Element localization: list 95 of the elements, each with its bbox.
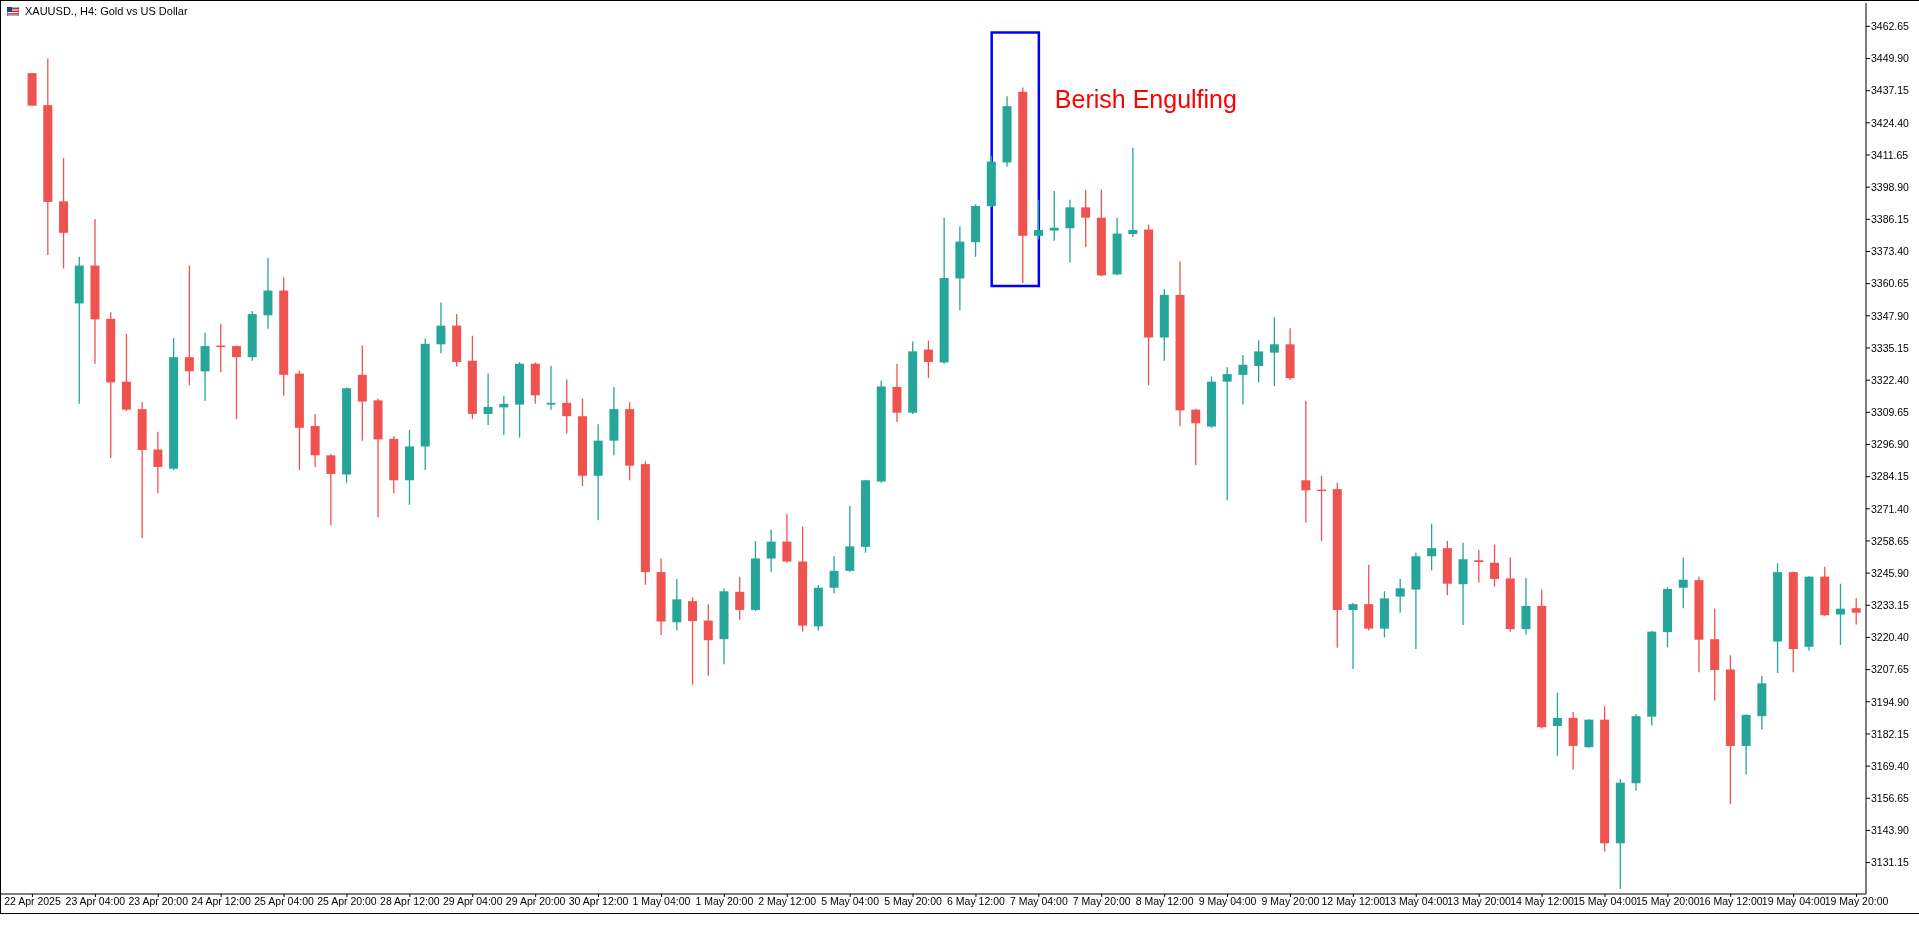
x-tick-label: 23 Apr 04:00 xyxy=(65,895,126,908)
candlestick xyxy=(829,555,839,595)
candlestick xyxy=(232,344,242,420)
y-tick-label: 3143.90 xyxy=(1871,824,1910,837)
x-tick-label: 7 May 04:00 xyxy=(1009,895,1068,908)
y-tick-label: 3437.15 xyxy=(1871,84,1910,97)
y-tick-label: 3347.90 xyxy=(1871,309,1910,322)
y-tick-label: 3335.15 xyxy=(1871,341,1910,354)
x-tick-label: 19 May 20:00 xyxy=(1824,895,1889,908)
candlestick xyxy=(672,578,682,632)
candlestick xyxy=(1552,692,1562,757)
x-tick-label: 25 Apr 04:00 xyxy=(254,895,314,908)
x-tick-label: 29 Apr 20:00 xyxy=(505,895,566,908)
y-tick-label: 3284.15 xyxy=(1871,470,1910,483)
x-tick-label: 9 May 04:00 xyxy=(1198,895,1257,908)
candlestick xyxy=(1490,543,1500,588)
y-tick-label: 3462.65 xyxy=(1871,20,1910,33)
y-tick-label: 3411.65 xyxy=(1871,148,1909,161)
x-tick-label: 30 Apr 12:00 xyxy=(568,895,629,908)
y-tick-label: 3271.40 xyxy=(1871,502,1910,515)
x-tick-label: 13 May 20:00 xyxy=(1447,895,1512,908)
y-tick-label: 3398.90 xyxy=(1871,180,1910,193)
candlestick xyxy=(1034,199,1043,241)
candlestick xyxy=(562,378,572,435)
candlestick xyxy=(703,603,713,677)
y-tick-label: 3245.90 xyxy=(1871,566,1910,579)
candlestick xyxy=(1238,354,1248,406)
x-tick-label: 23 Apr 20:00 xyxy=(128,895,189,908)
candlestick xyxy=(153,431,163,494)
x-tick-label: 13 May 04:00 xyxy=(1384,895,1449,908)
y-tick-label: 3386.15 xyxy=(1871,213,1910,226)
y-tick-label: 3233.15 xyxy=(1871,599,1910,612)
y-tick-label: 3360.65 xyxy=(1871,277,1910,290)
x-tick-label: 24 Apr 12:00 xyxy=(191,895,252,908)
candlestick xyxy=(1254,339,1264,384)
x-tick-label: 22 Apr 2025 xyxy=(4,895,61,908)
x-tick-label: 12 May 12:00 xyxy=(1321,895,1386,908)
candlestick xyxy=(766,528,776,573)
y-tick-label: 3296.90 xyxy=(1871,438,1910,451)
candlestick xyxy=(1348,602,1358,670)
x-tick-label: 1 May 20:00 xyxy=(695,895,754,908)
x-tick-label: 15 May 04:00 xyxy=(1573,895,1637,908)
x-tick-label: 1 May 04:00 xyxy=(632,895,691,908)
candlestick xyxy=(923,340,933,379)
candlestick xyxy=(688,596,698,686)
y-tick-label: 3449.90 xyxy=(1871,52,1910,65)
candlestick xyxy=(1395,578,1405,614)
x-tick-label: 6 May 12:00 xyxy=(947,895,1006,908)
y-tick-label: 3194.90 xyxy=(1871,695,1910,708)
y-tick-label: 3220.40 xyxy=(1871,631,1910,644)
annotation: Berish Engulfing xyxy=(1054,84,1237,113)
y-tick-label: 3309.65 xyxy=(1871,406,1910,419)
candlestick xyxy=(1474,549,1484,584)
y-tick-label: 3373.40 xyxy=(1871,245,1910,258)
y-tick-label: 3258.65 xyxy=(1871,534,1910,547)
candlestick xyxy=(326,453,336,526)
x-tick-label: 8 May 12:00 xyxy=(1135,895,1194,908)
candlestick xyxy=(184,264,194,386)
candlestick xyxy=(1301,400,1311,524)
y-tick-label: 3131.15 xyxy=(1871,856,1910,869)
candlestick xyxy=(735,576,745,621)
x-tick-label: 25 Apr 20:00 xyxy=(317,895,377,908)
x-tick-label: 29 Apr 04:00 xyxy=(442,895,503,908)
x-tick-label: 9 May 20:00 xyxy=(1261,895,1320,908)
y-tick-label: 3322.40 xyxy=(1871,373,1910,386)
x-tick-label: 7 May 20:00 xyxy=(1072,895,1131,908)
candlestick xyxy=(1191,407,1201,466)
x-tick-label: 28 Apr 12:00 xyxy=(380,895,440,908)
candlestick xyxy=(1851,597,1861,626)
y-tick-label: 3169.40 xyxy=(1871,759,1910,772)
candlestick xyxy=(1269,316,1279,387)
chart-title: XAUUSD., H4: Gold vs US Dollar xyxy=(25,5,188,17)
y-tick-label: 3156.65 xyxy=(1871,791,1910,804)
x-tick-label: 5 May 04:00 xyxy=(821,895,880,908)
candlestick xyxy=(483,372,493,426)
x-tick-label: 2 May 12:00 xyxy=(758,895,817,908)
x-tick-label: 19 May 04:00 xyxy=(1761,895,1826,908)
candlestick xyxy=(1081,189,1091,248)
candlestick xyxy=(1678,556,1688,609)
candlestick xyxy=(1065,199,1075,264)
x-tick-label: 5 May 20:00 xyxy=(884,895,943,908)
candlestick xyxy=(1427,523,1437,571)
x-tick-label: 15 May 20:00 xyxy=(1636,895,1700,908)
x-tick-label: 16 May 12:00 xyxy=(1698,895,1763,908)
y-tick-label: 3424.40 xyxy=(1871,116,1910,129)
candlestick xyxy=(1521,577,1531,636)
candlestick xyxy=(1049,190,1059,242)
candlestick xyxy=(436,301,446,354)
candlestick xyxy=(1222,366,1232,501)
y-tick-label: 3207.65 xyxy=(1871,663,1910,676)
candlestick xyxy=(1128,147,1138,238)
candlestick xyxy=(782,513,792,564)
candlestick xyxy=(546,365,556,411)
x-tick-label: 14 May 12:00 xyxy=(1510,895,1575,908)
y-tick-label: 3182.15 xyxy=(1871,727,1910,740)
